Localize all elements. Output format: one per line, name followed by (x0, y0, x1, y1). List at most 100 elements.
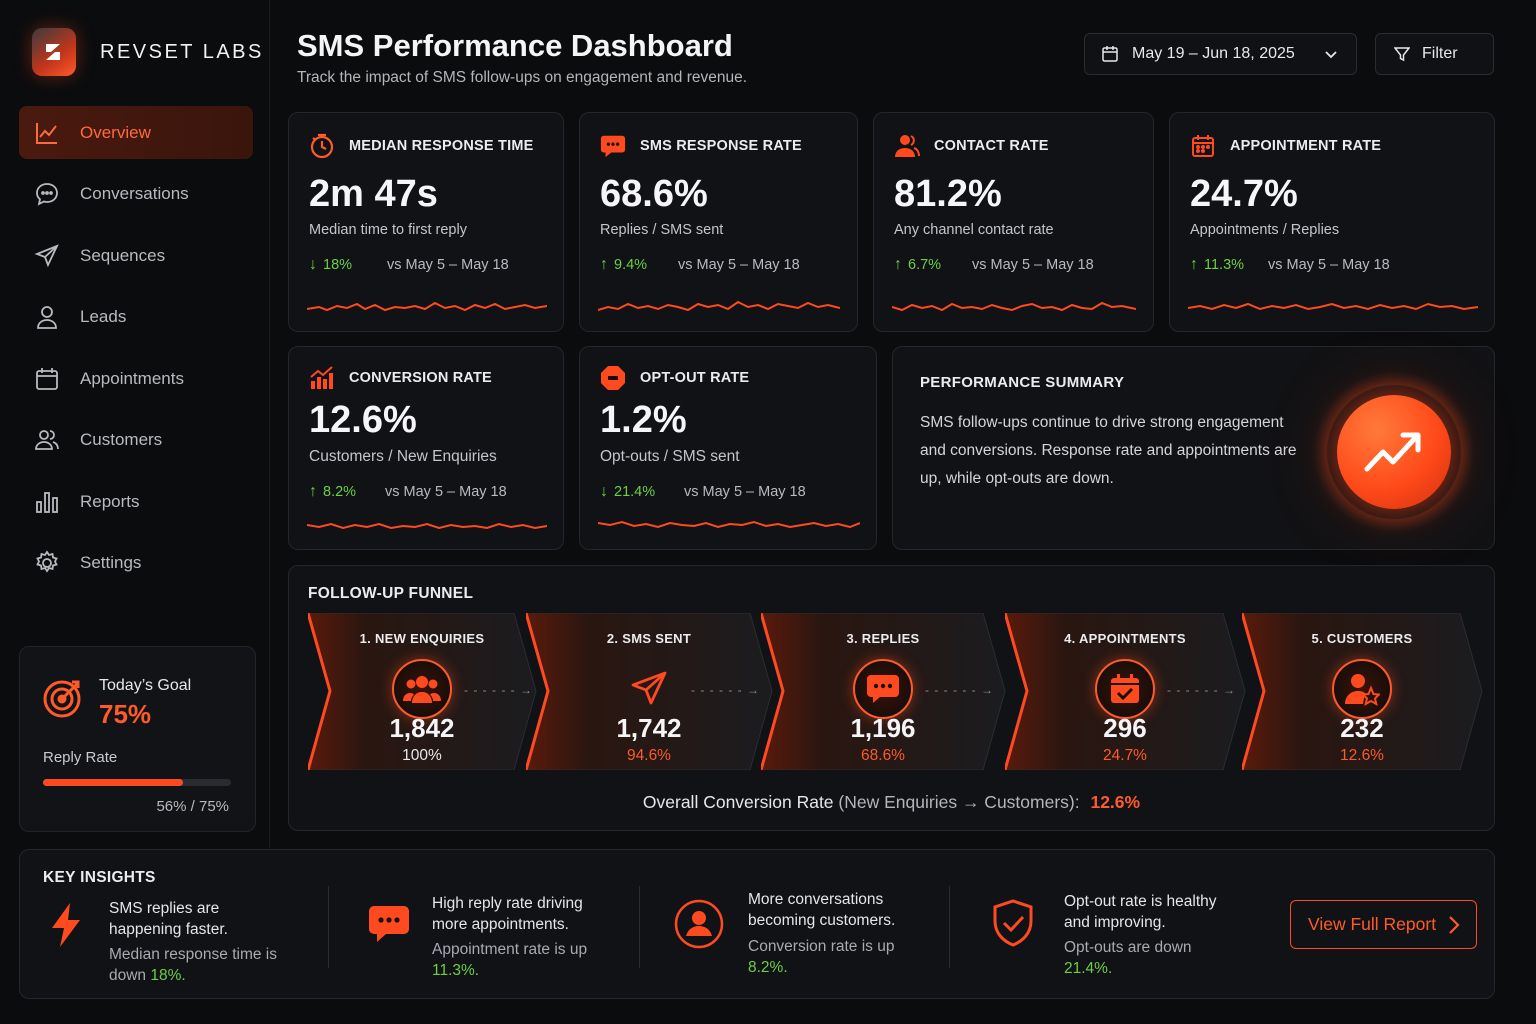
user-circle-icon (673, 898, 725, 950)
metric-header: MEDIAN RESPONSE TIME (309, 133, 533, 159)
sidebar-item-settings[interactable]: Settings (19, 537, 253, 590)
group-icon (392, 659, 452, 719)
paper-plane-icon (33, 242, 61, 270)
metric-delta-value: 8.2% (323, 484, 357, 500)
filter-button[interactable]: Filter (1375, 33, 1494, 75)
view-full-report-button[interactable]: View Full Report (1290, 900, 1477, 949)
sidebar-item-label: Appointments (80, 368, 184, 388)
metric-compare: vs May 5 – May 18 (678, 257, 800, 273)
metric-card-appointment-rate[interactable]: APPOINTMENT RATE 24.7% Appointments / Re… (1169, 112, 1495, 332)
sidebar-item-label: Sequences (80, 245, 166, 265)
insight-detail-value: 21.4%. (1064, 960, 1113, 977)
funnel-stage-percent: 94.6% (627, 747, 671, 764)
metric-description: Customers / New Enquiries (309, 448, 497, 465)
growth-chart-icon (309, 365, 335, 391)
goal-title: Today’s Goal (99, 677, 192, 694)
arrow-up-icon: ↑ (1190, 256, 1198, 273)
brand-logo-icon (32, 28, 76, 76)
metric-card-median-response[interactable]: MEDIAN RESPONSE TIME 2m 47s Median time … (288, 112, 564, 332)
target-icon (42, 677, 84, 724)
metric-compare: vs May 5 – May 18 (972, 257, 1094, 273)
funnel-stage[interactable]: 1. NEW ENQUIRIES 1,842 100% (308, 613, 537, 770)
arrow-up-icon: ↑ (309, 483, 317, 500)
gear-icon (33, 549, 61, 577)
metric-card-sms-response-rate[interactable]: SMS RESPONSE RATE 68.6% Replies / SMS se… (579, 112, 858, 332)
metric-delta-value: 9.4% (614, 257, 648, 273)
metric-compare: vs May 5 – May 18 (684, 484, 806, 500)
metric-description: Opt-outs / SMS sent (600, 448, 740, 465)
funnel-stage[interactable]: 2. SMS SENT 1,742 94.6% (526, 613, 773, 770)
shield-check-icon (991, 898, 1035, 948)
funnel-stage[interactable]: 3. REPLIES 1,196 68.6% (761, 613, 1006, 770)
sidebar-nav: Overview Conversations Sequences Leads A… (19, 106, 253, 598)
sidebar-item-reports[interactable]: Reports (19, 475, 253, 528)
overall-label: Overall Conversion Rate (642, 792, 834, 812)
metric-delta-value: 18% (323, 257, 353, 273)
divider (639, 886, 640, 968)
calendar-icon (1190, 133, 1216, 159)
chat-bubble-icon (853, 659, 913, 719)
sidebar-item-label: Overview (80, 122, 151, 142)
divider (328, 886, 329, 968)
insight-detail-text: Opt-outs are down (1064, 939, 1192, 956)
funnel-stage[interactable]: 4. APPOINTMENTS 296 24.7% (1005, 613, 1246, 770)
metric-description: Replies / SMS sent (600, 222, 724, 238)
message-icon (600, 133, 626, 159)
funnel-stage-count: 232 (1340, 713, 1384, 743)
key-insights-card: KEY INSIGHTS SMS replies are happening f… (19, 849, 1495, 999)
sidebar-item-leads[interactable]: Leads (19, 291, 253, 344)
metric-sparkline (598, 520, 860, 529)
metric-value: 2m 47s (309, 173, 438, 215)
goal-progress-text: 56% / 75% (156, 798, 229, 815)
dashed-arrow-icon: - - - - - - → (691, 683, 760, 697)
metric-header: CONVERSION RATE (309, 365, 492, 391)
metric-description: Median time to first reply (309, 222, 467, 238)
funnel-stage-label: 3. REPLIES (846, 631, 920, 646)
funnel-stage-percent: 100% (402, 747, 442, 764)
metric-card-contact-rate[interactable]: CONTACT RATE 81.2% Any channel contact r… (873, 112, 1154, 332)
date-range-picker[interactable]: May 19 – Jun 18, 2025 (1084, 33, 1357, 75)
insight-detail-value: 11.3%. (432, 962, 480, 979)
funnel-stage-label: 2. SMS SENT (606, 631, 692, 646)
funnel-stage-label: 4. APPOINTMENTS (1064, 631, 1186, 646)
brand[interactable]: REVSET LABS (32, 28, 264, 76)
overall-value: 12.6% (1090, 792, 1141, 812)
metric-delta: ↑ 8.2% vs May 5 – May 18 (309, 483, 507, 501)
funnel-stage-percent: 12.6% (1340, 747, 1384, 764)
chat-bubble-icon (33, 180, 61, 208)
metric-delta-value: 11.3% (1204, 257, 1245, 273)
insight-detail: Median response time is down 18%. (109, 944, 279, 986)
sidebar: REVSET LABS Overview Conversations Seque… (0, 0, 270, 848)
funnel-stage[interactable]: 5. CUSTOMERS 232 12.6% (1242, 613, 1483, 770)
funnel-stage-count: 1,742 (616, 713, 682, 743)
insights-title: KEY INSIGHTS (43, 869, 156, 886)
arrow-up-icon: ↑ (600, 256, 608, 273)
metric-value: 68.6% (600, 173, 708, 215)
metric-card-opt-out-rate[interactable]: OPT-OUT RATE 1.2% Opt-outs / SMS sent ↓ … (579, 346, 877, 550)
insight-detail: Conversion rate is up 8.2%. (748, 936, 908, 978)
insight-heading: More conversations becoming customers. (748, 891, 896, 929)
arrow-down-icon: ↓ (600, 483, 608, 500)
sidebar-item-customers[interactable]: Customers (19, 414, 253, 467)
page-subtitle: Track the impact of SMS follow-ups on en… (297, 69, 748, 86)
metric-title: APPOINTMENT RATE (1230, 138, 1382, 154)
funnel-stage-label: 5. CUSTOMERS (1311, 631, 1413, 646)
metric-delta: ↑ 6.7% vs May 5 – May 18 (894, 256, 1094, 274)
metric-card-conversion-rate[interactable]: CONVERSION RATE 12.6% Customers / New En… (288, 346, 564, 550)
sidebar-item-conversations[interactable]: Conversations (19, 168, 253, 221)
sidebar-item-appointments[interactable]: Appointments (19, 352, 253, 405)
metric-description: Any channel contact rate (894, 222, 1054, 238)
sidebar-item-sequences[interactable]: Sequences (19, 229, 253, 282)
metric-header: SMS RESPONSE RATE (600, 133, 802, 159)
calendar-icon (33, 365, 61, 393)
arrow-down-icon: ↓ (309, 256, 317, 273)
metric-header: OPT-OUT RATE (600, 365, 749, 391)
report-button-label: View Full Report (1308, 914, 1437, 934)
arrow-up-icon: ↑ (894, 256, 902, 273)
sidebar-item-label: Reports (80, 491, 140, 511)
sidebar-item-overview[interactable]: Overview (19, 106, 253, 159)
insight-detail-value: 8.2%. (748, 959, 788, 976)
metric-delta-value: 21.4% (614, 484, 656, 500)
performance-summary-card: PERFORMANCE SUMMARY SMS follow-ups conti… (892, 346, 1495, 550)
trend-up-icon (1337, 395, 1451, 509)
